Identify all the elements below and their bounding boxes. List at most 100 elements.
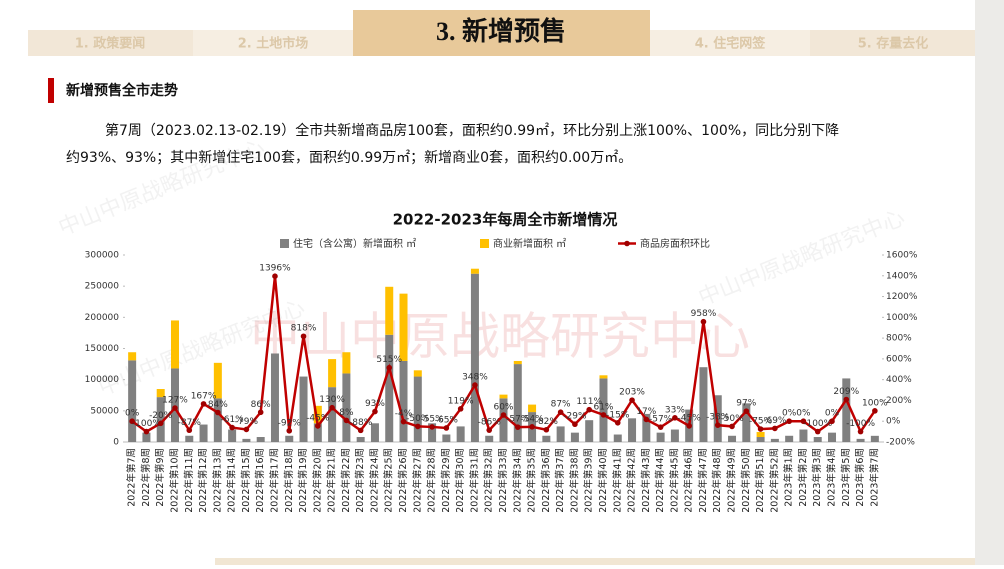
data-label: -45%	[306, 413, 330, 423]
x-tick-label: 2022年第48周	[711, 448, 723, 513]
data-label: -65%	[435, 415, 459, 425]
x-tick-label: 2022年第13周	[211, 448, 223, 513]
x-tick-label: 2022年第43周	[640, 448, 652, 513]
line-point	[700, 318, 707, 325]
line-point	[257, 409, 264, 416]
data-label: 1396%	[259, 264, 291, 274]
line-point	[743, 408, 750, 414]
data-label: 0%	[825, 409, 840, 419]
tab-bg	[193, 30, 353, 56]
line-point	[729, 423, 735, 430]
bar	[599, 375, 608, 379]
data-label: 17%	[636, 407, 656, 417]
data-label: 93%	[365, 399, 385, 409]
data-label: -69%	[763, 416, 787, 426]
line-point	[857, 428, 864, 435]
tab: 5. 存量去化	[858, 36, 929, 52]
bar	[756, 437, 765, 442]
data-label: -15%	[606, 410, 630, 420]
line-point	[429, 424, 435, 430]
tab-bg	[650, 30, 810, 56]
line-point	[300, 333, 307, 340]
line-point	[272, 273, 278, 279]
x-tick-label: 2022年第12周	[197, 448, 209, 513]
data-label: -20%	[149, 411, 173, 421]
line-point	[772, 425, 778, 432]
y-tick-label: 200000	[85, 313, 120, 323]
line-point	[486, 427, 493, 433]
line-point	[543, 426, 550, 433]
x-tick-label: 2022年第34周	[511, 448, 523, 513]
bar	[470, 268, 479, 274]
bar	[513, 360, 522, 365]
line-point	[229, 424, 235, 431]
x-tick-label: 2022年第37周	[554, 448, 566, 513]
bar	[328, 359, 337, 388]
x-tick-label: 2022年第7周	[126, 448, 138, 507]
y2-tick-label: 800%	[886, 334, 912, 344]
data-label: 97%	[736, 399, 756, 409]
bottom-stripe	[215, 558, 975, 565]
bar	[513, 364, 522, 442]
bar	[170, 320, 179, 369]
y2-tick-label: 1000%	[886, 313, 918, 323]
bar	[770, 438, 779, 442]
bar	[828, 432, 837, 442]
data-label: -50%	[406, 414, 430, 424]
bar	[270, 353, 279, 442]
line-point	[614, 419, 621, 426]
bar	[756, 432, 765, 438]
line-point	[500, 412, 507, 418]
data-label: 86%	[251, 400, 271, 410]
y-tick-label: 150000	[85, 344, 120, 354]
x-tick-label: 2022年第23周	[354, 448, 366, 513]
line-point	[557, 409, 564, 415]
data-label: -38%	[706, 413, 730, 423]
line-point	[814, 428, 821, 435]
x-tick-label: 2022年第26周	[397, 448, 409, 513]
bar	[642, 413, 651, 442]
x-tick-label: 2022年第42周	[626, 448, 638, 513]
line-point	[200, 401, 207, 407]
x-tick-label: 2022年第32周	[483, 448, 495, 513]
line-point	[329, 404, 335, 411]
bar	[485, 435, 494, 442]
line-point	[843, 396, 850, 403]
line-point	[215, 409, 221, 416]
data-label: 818%	[291, 324, 317, 334]
bar	[842, 378, 851, 442]
data-label: -92%	[278, 418, 302, 428]
bar	[699, 367, 708, 442]
x-tick-label: 2022年第50周	[740, 448, 752, 513]
chart-title: 2022-2023年每周全市新增情况	[393, 211, 618, 229]
line-point	[357, 427, 364, 434]
bar	[628, 418, 637, 442]
x-tick-label: 2022年第45周	[668, 448, 680, 513]
bar	[470, 273, 479, 442]
x-tick-label: 2023年第7周	[868, 448, 880, 507]
y2-tick-label: 600%	[886, 354, 912, 364]
data-label: 61%	[593, 402, 613, 412]
data-label: 8%	[339, 408, 354, 418]
bar	[328, 387, 337, 442]
paragraph-line: 约93%、93%；其中新增住宅100套，面积约0.99万㎡；新增商业0套，面积约…	[66, 150, 632, 166]
bar	[370, 423, 379, 442]
x-tick-label: 2022年第33周	[497, 448, 509, 513]
data-label: 0%	[782, 409, 797, 419]
data-label: -50%	[720, 414, 744, 424]
x-tick-label: 2022年第51周	[754, 448, 766, 513]
x-tick-label: 2023年第6周	[854, 448, 866, 507]
section-marker	[48, 78, 54, 103]
line-point	[643, 416, 650, 423]
data-label: -100%	[132, 419, 161, 429]
y-tick-label: 100000	[85, 375, 120, 385]
line-point	[714, 422, 721, 428]
bar	[142, 432, 151, 442]
x-tick-label: 2022年第52周	[768, 448, 780, 513]
data-label: 119%	[448, 396, 474, 406]
data-label: 0%	[796, 409, 811, 419]
bar	[456, 426, 465, 442]
x-tick-label: 2022年第49周	[726, 448, 738, 513]
x-tick-label: 2022年第10周	[168, 448, 180, 513]
